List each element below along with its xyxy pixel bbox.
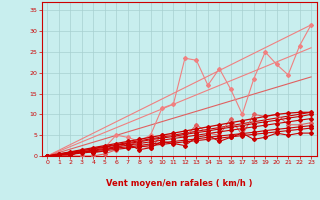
X-axis label: Vent moyen/en rafales ( km/h ): Vent moyen/en rafales ( km/h ) <box>106 179 252 188</box>
